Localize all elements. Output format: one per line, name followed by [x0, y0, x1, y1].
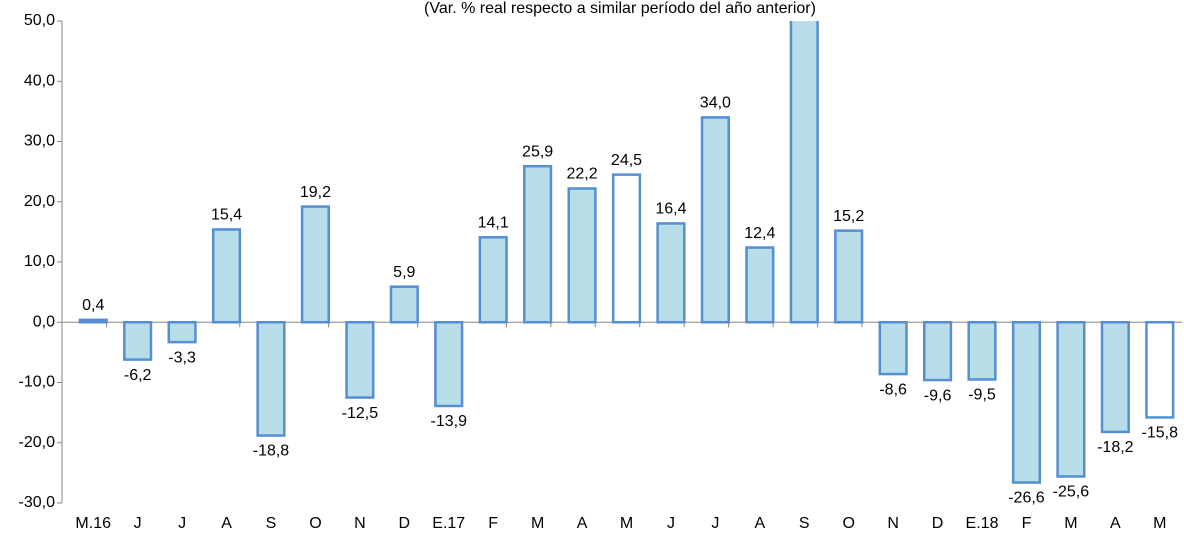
- bar: [700, 116, 730, 324]
- x-tick-label: A: [577, 515, 588, 532]
- bar: [345, 321, 375, 399]
- data-label: 14,1: [478, 215, 509, 232]
- x-tick-label: D: [399, 515, 411, 532]
- data-label: -18,2: [1097, 439, 1134, 456]
- x-tick-label: S: [799, 515, 810, 532]
- bar: [878, 321, 908, 376]
- bar: [78, 318, 108, 324]
- y-tick-label: 50,0: [24, 12, 55, 29]
- y-tick-label: -20,0: [19, 434, 56, 451]
- data-label: -9,5: [968, 387, 996, 404]
- x-tick-label: J: [134, 515, 142, 532]
- bar: [434, 321, 464, 408]
- x-tick-label: M: [531, 515, 544, 532]
- y-tick-label: 20,0: [24, 193, 55, 210]
- bar: [567, 187, 597, 324]
- data-label: 34,0: [700, 95, 731, 112]
- data-label: -3,3: [168, 349, 196, 366]
- bar: [167, 321, 197, 344]
- x-tick-label: E.17: [432, 515, 465, 532]
- bar: [1100, 321, 1130, 434]
- data-label: 0,4: [82, 297, 104, 314]
- bar: [611, 173, 642, 324]
- data-label: -26,6: [1008, 490, 1045, 507]
- data-label: 5,9: [393, 264, 415, 281]
- x-tick-label: D: [932, 515, 944, 532]
- bar: [523, 164, 553, 324]
- bar: [256, 321, 286, 437]
- x-tick-label: F: [1022, 515, 1032, 532]
- bar: [1011, 321, 1042, 484]
- bar: [211, 228, 242, 324]
- bar: [123, 321, 153, 361]
- x-tick-label: M.16: [75, 515, 111, 532]
- bar: [389, 285, 419, 324]
- data-label: -13,9: [431, 413, 468, 430]
- data-label: -25,6: [1053, 484, 1090, 501]
- x-tick-label: J: [711, 515, 719, 532]
- data-label: 19,2: [300, 184, 331, 201]
- y-tick-label: 10,0: [24, 253, 55, 270]
- data-label: -18,8: [253, 443, 290, 460]
- y-tick-label: -30,0: [19, 494, 56, 511]
- y-tick-label: -10,0: [19, 374, 56, 391]
- x-tick-label: M: [620, 515, 633, 532]
- data-label: -12,5: [342, 405, 379, 422]
- bar: [922, 321, 953, 382]
- plot-area: [78, 21, 1175, 484]
- x-tick-label: O: [309, 515, 321, 532]
- bar: [656, 222, 686, 324]
- data-label: 25,9: [522, 143, 553, 160]
- data-label: 12,4: [744, 225, 775, 242]
- bar: [1056, 321, 1086, 478]
- bar: [967, 321, 997, 381]
- x-tick-label: J: [178, 515, 186, 532]
- x-tick-label: O: [842, 515, 854, 532]
- data-label: 16,4: [655, 201, 686, 218]
- data-label: 22,2: [566, 166, 597, 183]
- bar: [1145, 321, 1175, 419]
- y-tick-label: 30,0: [24, 133, 55, 150]
- data-label: -9,6: [924, 387, 952, 404]
- bar: [478, 236, 508, 324]
- x-tick-label: N: [354, 515, 366, 532]
- data-label: -6,2: [124, 367, 152, 384]
- x-tick-label: M: [1153, 515, 1166, 532]
- y-tick-label: 0,0: [33, 313, 55, 330]
- x-tick-label: A: [754, 515, 765, 532]
- y-tick-label: 40,0: [24, 72, 55, 89]
- x-tick-label: J: [667, 515, 675, 532]
- bar: [300, 205, 331, 324]
- data-label: 15,2: [833, 208, 864, 225]
- x-tick-label: A: [221, 515, 232, 532]
- data-label: 24,5: [611, 152, 642, 169]
- x-tick-label: S: [266, 515, 277, 532]
- chart-subtitle: (Var. % real respecto a similar período …: [424, 0, 816, 17]
- bar: [834, 229, 864, 324]
- x-tick-label: N: [887, 515, 899, 532]
- data-label: -8,6: [879, 381, 907, 398]
- x-tick-label: E.18: [966, 515, 999, 532]
- x-tick-label: A: [1110, 515, 1121, 532]
- x-tick-label: F: [488, 515, 498, 532]
- x-tick-label: M: [1064, 515, 1077, 532]
- bar: [745, 246, 775, 324]
- bar: [789, 21, 819, 324]
- data-label: -15,8: [1142, 425, 1179, 442]
- data-label: 15,4: [211, 207, 242, 224]
